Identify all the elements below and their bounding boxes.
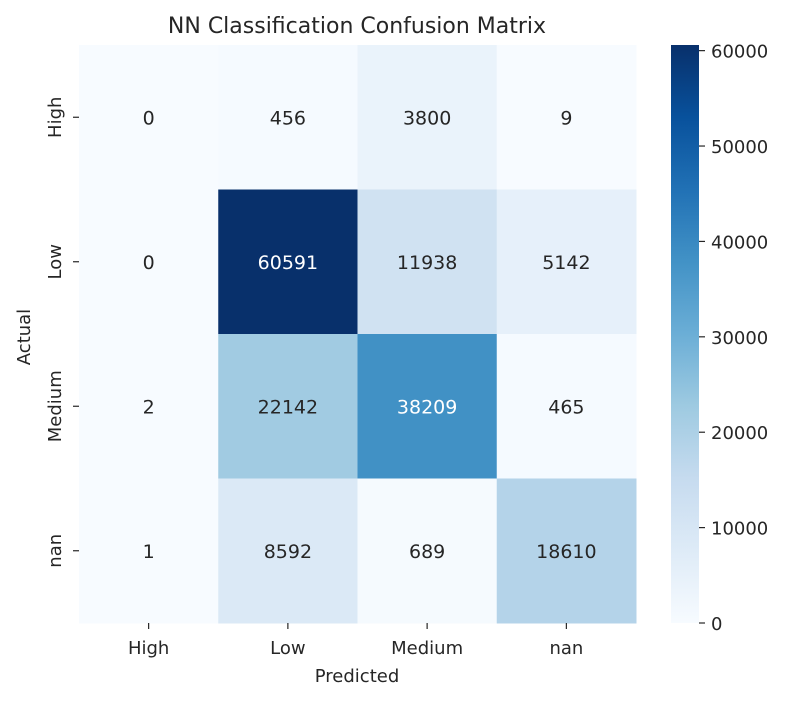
heatmap-cell [218, 478, 358, 624]
colorbar-tick-label: 30000 [711, 328, 768, 349]
heatmap-cell [79, 478, 219, 624]
heatmap-cell [496, 334, 637, 479]
heatmap-cell [496, 45, 637, 190]
heatmap-cell [79, 334, 219, 479]
cell-value-label: 38209 [397, 396, 457, 418]
heatmap-cell [357, 189, 498, 335]
cell-value-label: 1 [143, 541, 155, 563]
colorbar-tick-label: 40000 [711, 232, 768, 253]
y-tick-label: Medium [45, 370, 66, 442]
colorbar-tick-label: 10000 [711, 519, 768, 540]
heatmap-cell [79, 45, 219, 190]
x-tick-label: Low [270, 638, 305, 659]
heatmap-cell [218, 334, 358, 479]
y-tick-label: nan [45, 534, 66, 568]
colorbar-ticks: 0 10000 20000 30000 40000 50000 60000 [699, 42, 768, 635]
colorbar [671, 45, 699, 623]
colorbar-tick-label: 20000 [711, 423, 768, 444]
heatmap-cell [496, 478, 637, 624]
colorbar-tick-label: 50000 [711, 137, 768, 158]
heatmap-cell [218, 45, 358, 190]
heatmap-cell [218, 189, 358, 335]
heatmap-cell [357, 334, 498, 479]
x-tick-label: Medium [391, 638, 463, 659]
cell-value-label: 0 [143, 252, 155, 274]
x-tick-label: High [128, 638, 169, 659]
y-axis-ticks: High Low Medium nan [45, 97, 79, 568]
x-tick-label: nan [549, 638, 583, 659]
chart-title: NN Classification Confusion Matrix [168, 14, 546, 39]
colorbar-tick-label: 60000 [711, 42, 768, 63]
cell-value-label: 465 [548, 396, 584, 418]
y-tick-label: Low [45, 244, 66, 279]
heatmap-cell [496, 189, 637, 335]
colorbar-tick-label: 0 [711, 614, 722, 635]
cell-value-label: 2 [143, 396, 155, 418]
heatmap-cells [79, 45, 637, 624]
x-axis-label: Predicted [315, 666, 400, 687]
cell-value-label: 456 [270, 107, 306, 129]
y-tick-label: High [45, 97, 66, 138]
cell-value-label: 60591 [258, 252, 318, 274]
y-axis-label: Actual [14, 309, 35, 365]
cell-value-label: 11938 [397, 252, 457, 274]
cell-value-label: 5142 [542, 252, 590, 274]
x-axis-ticks: High Low Medium nan [128, 623, 583, 659]
cell-value-label: 689 [409, 541, 445, 563]
heatmap-cell [357, 45, 498, 190]
cell-value-label: 18610 [536, 541, 596, 563]
cell-value-label: 0 [143, 107, 155, 129]
heatmap-cell [79, 189, 219, 335]
cell-value-label: 3800 [403, 107, 451, 129]
cell-value-label: 9 [560, 107, 572, 129]
heatmap-cell [357, 478, 498, 624]
cell-value-label: 8592 [264, 541, 312, 563]
cell-value-label: 22142 [258, 396, 318, 418]
